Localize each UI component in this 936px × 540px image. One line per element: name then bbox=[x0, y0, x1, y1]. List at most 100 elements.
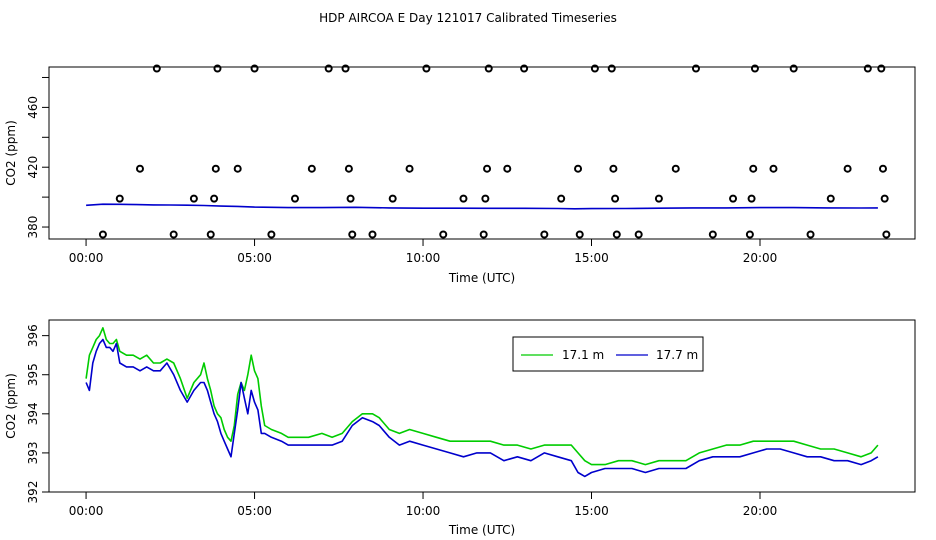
scatter-point bbox=[267, 230, 276, 239]
series-line bbox=[86, 203, 878, 210]
scatter-point bbox=[691, 64, 700, 73]
scatter-point bbox=[405, 164, 414, 173]
scatter-point bbox=[98, 230, 107, 239]
scatter-point bbox=[863, 64, 872, 73]
scatter-point bbox=[206, 230, 215, 239]
scatter-point bbox=[634, 230, 643, 239]
scatter-point bbox=[671, 164, 680, 173]
legend-label-17-1: 17.1 m bbox=[562, 348, 604, 362]
scatter-point bbox=[135, 164, 144, 173]
top-y-axis: 380 420 460 bbox=[26, 76, 49, 239]
scatter-point bbox=[341, 64, 350, 73]
x-tick-label: 15:00 bbox=[574, 504, 609, 518]
x-tick-label: 20:00 bbox=[743, 504, 778, 518]
x-tick-label: 00:00 bbox=[69, 504, 104, 518]
x-tick-label: 00:00 bbox=[69, 251, 104, 265]
bottom-plot-marks bbox=[85, 326, 879, 478]
scatter-point bbox=[115, 194, 124, 203]
scatter-point bbox=[233, 164, 242, 173]
figure-title: HDP AIRCOA E Day 121017 Calibrated Times… bbox=[319, 11, 617, 25]
x-tick-label: 15:00 bbox=[574, 251, 609, 265]
scatter-point bbox=[210, 194, 219, 203]
scatter-point bbox=[880, 194, 889, 203]
scatter-point bbox=[609, 164, 618, 173]
scatter-point bbox=[368, 230, 377, 239]
scatter-point bbox=[348, 230, 357, 239]
scatter-point bbox=[749, 164, 758, 173]
bottom-y-axis-label: CO2 (ppm) bbox=[4, 373, 18, 439]
top-panel: 00:00 05:00 10:00 15:00 20:00 380 420 460 Time… bbox=[4, 64, 916, 285]
top-plot-frame bbox=[48, 66, 916, 240]
x-tick-label: 10:00 bbox=[406, 251, 441, 265]
y-tick-label: 394 bbox=[26, 402, 40, 425]
scatter-point bbox=[439, 230, 448, 239]
scatter-point bbox=[503, 164, 512, 173]
scatter-point bbox=[729, 194, 738, 203]
series-line bbox=[85, 326, 879, 466]
top-y-axis-label: CO2 (ppm) bbox=[4, 120, 18, 186]
scatter-point bbox=[611, 194, 620, 203]
top-x-axis: 00:00 05:00 10:00 15:00 20:00 bbox=[69, 239, 778, 265]
scatter-point bbox=[481, 194, 490, 203]
x-tick-label: 20:00 bbox=[743, 251, 778, 265]
y-tick-label: 380 bbox=[26, 216, 40, 239]
legend-box bbox=[512, 336, 704, 372]
y-tick-label: 393 bbox=[26, 441, 40, 464]
scatter-point bbox=[607, 64, 616, 73]
scatter-point bbox=[747, 194, 756, 203]
scatter-point bbox=[290, 194, 299, 203]
legend: 17.1 m 17.7 m bbox=[512, 336, 704, 372]
scatter-point bbox=[189, 194, 198, 203]
scatter-point bbox=[250, 64, 259, 73]
scatter-point bbox=[575, 230, 584, 239]
scatter-point bbox=[574, 164, 583, 173]
x-tick-label: 10:00 bbox=[406, 504, 441, 518]
y-tick-label: 396 bbox=[26, 324, 40, 347]
scatter-point bbox=[878, 164, 887, 173]
scatter-point bbox=[826, 194, 835, 203]
scatter-point bbox=[877, 64, 886, 73]
scatter-point bbox=[324, 64, 333, 73]
scatter-point bbox=[540, 230, 549, 239]
scatter-point bbox=[708, 230, 717, 239]
scatter-point bbox=[346, 194, 355, 203]
y-tick-label: 460 bbox=[26, 96, 40, 119]
scatter-point bbox=[843, 164, 852, 173]
scatter-point bbox=[612, 230, 621, 239]
scatter-point bbox=[169, 230, 178, 239]
scatter-point bbox=[484, 64, 493, 73]
scatter-point bbox=[307, 164, 316, 173]
top-x-axis-label: Time (UTC) bbox=[448, 271, 515, 285]
bottom-plot-frame bbox=[48, 319, 916, 493]
bottom-y-axis: 392 393 394 395 396 bbox=[26, 324, 49, 503]
y-tick-label: 392 bbox=[26, 481, 40, 504]
scatter-point bbox=[152, 64, 161, 73]
x-tick-label: 05:00 bbox=[237, 251, 272, 265]
scatter-point bbox=[806, 230, 815, 239]
y-tick-label: 395 bbox=[26, 363, 40, 386]
scatter-point bbox=[211, 164, 220, 173]
scatter-point bbox=[769, 164, 778, 173]
bottom-x-axis: 00:00 05:00 10:00 15:00 20:00 bbox=[69, 492, 778, 518]
scatter-point bbox=[789, 64, 798, 73]
scatter-point bbox=[459, 194, 468, 203]
y-tick-label: 420 bbox=[26, 156, 40, 179]
scatter-point bbox=[654, 194, 663, 203]
legend-label-17-7: 17.7 m bbox=[656, 348, 698, 362]
scatter-point bbox=[520, 64, 529, 73]
scatter-point bbox=[750, 64, 759, 73]
scatter-point bbox=[344, 164, 353, 173]
scatter-point bbox=[422, 64, 431, 73]
bottom-x-axis-label: Time (UTC) bbox=[448, 523, 515, 537]
scatter-point bbox=[882, 230, 891, 239]
series-line bbox=[85, 338, 879, 478]
bottom-panel: 00:00 05:00 10:00 15:00 20:00 39239339439539… bbox=[4, 319, 916, 537]
scatter-point bbox=[590, 64, 599, 73]
scatter-point bbox=[213, 64, 222, 73]
scatter-point bbox=[479, 230, 488, 239]
scatter-point bbox=[745, 230, 754, 239]
scatter-point bbox=[388, 194, 397, 203]
x-tick-label: 05:00 bbox=[237, 504, 272, 518]
top-plot-marks bbox=[86, 64, 891, 239]
